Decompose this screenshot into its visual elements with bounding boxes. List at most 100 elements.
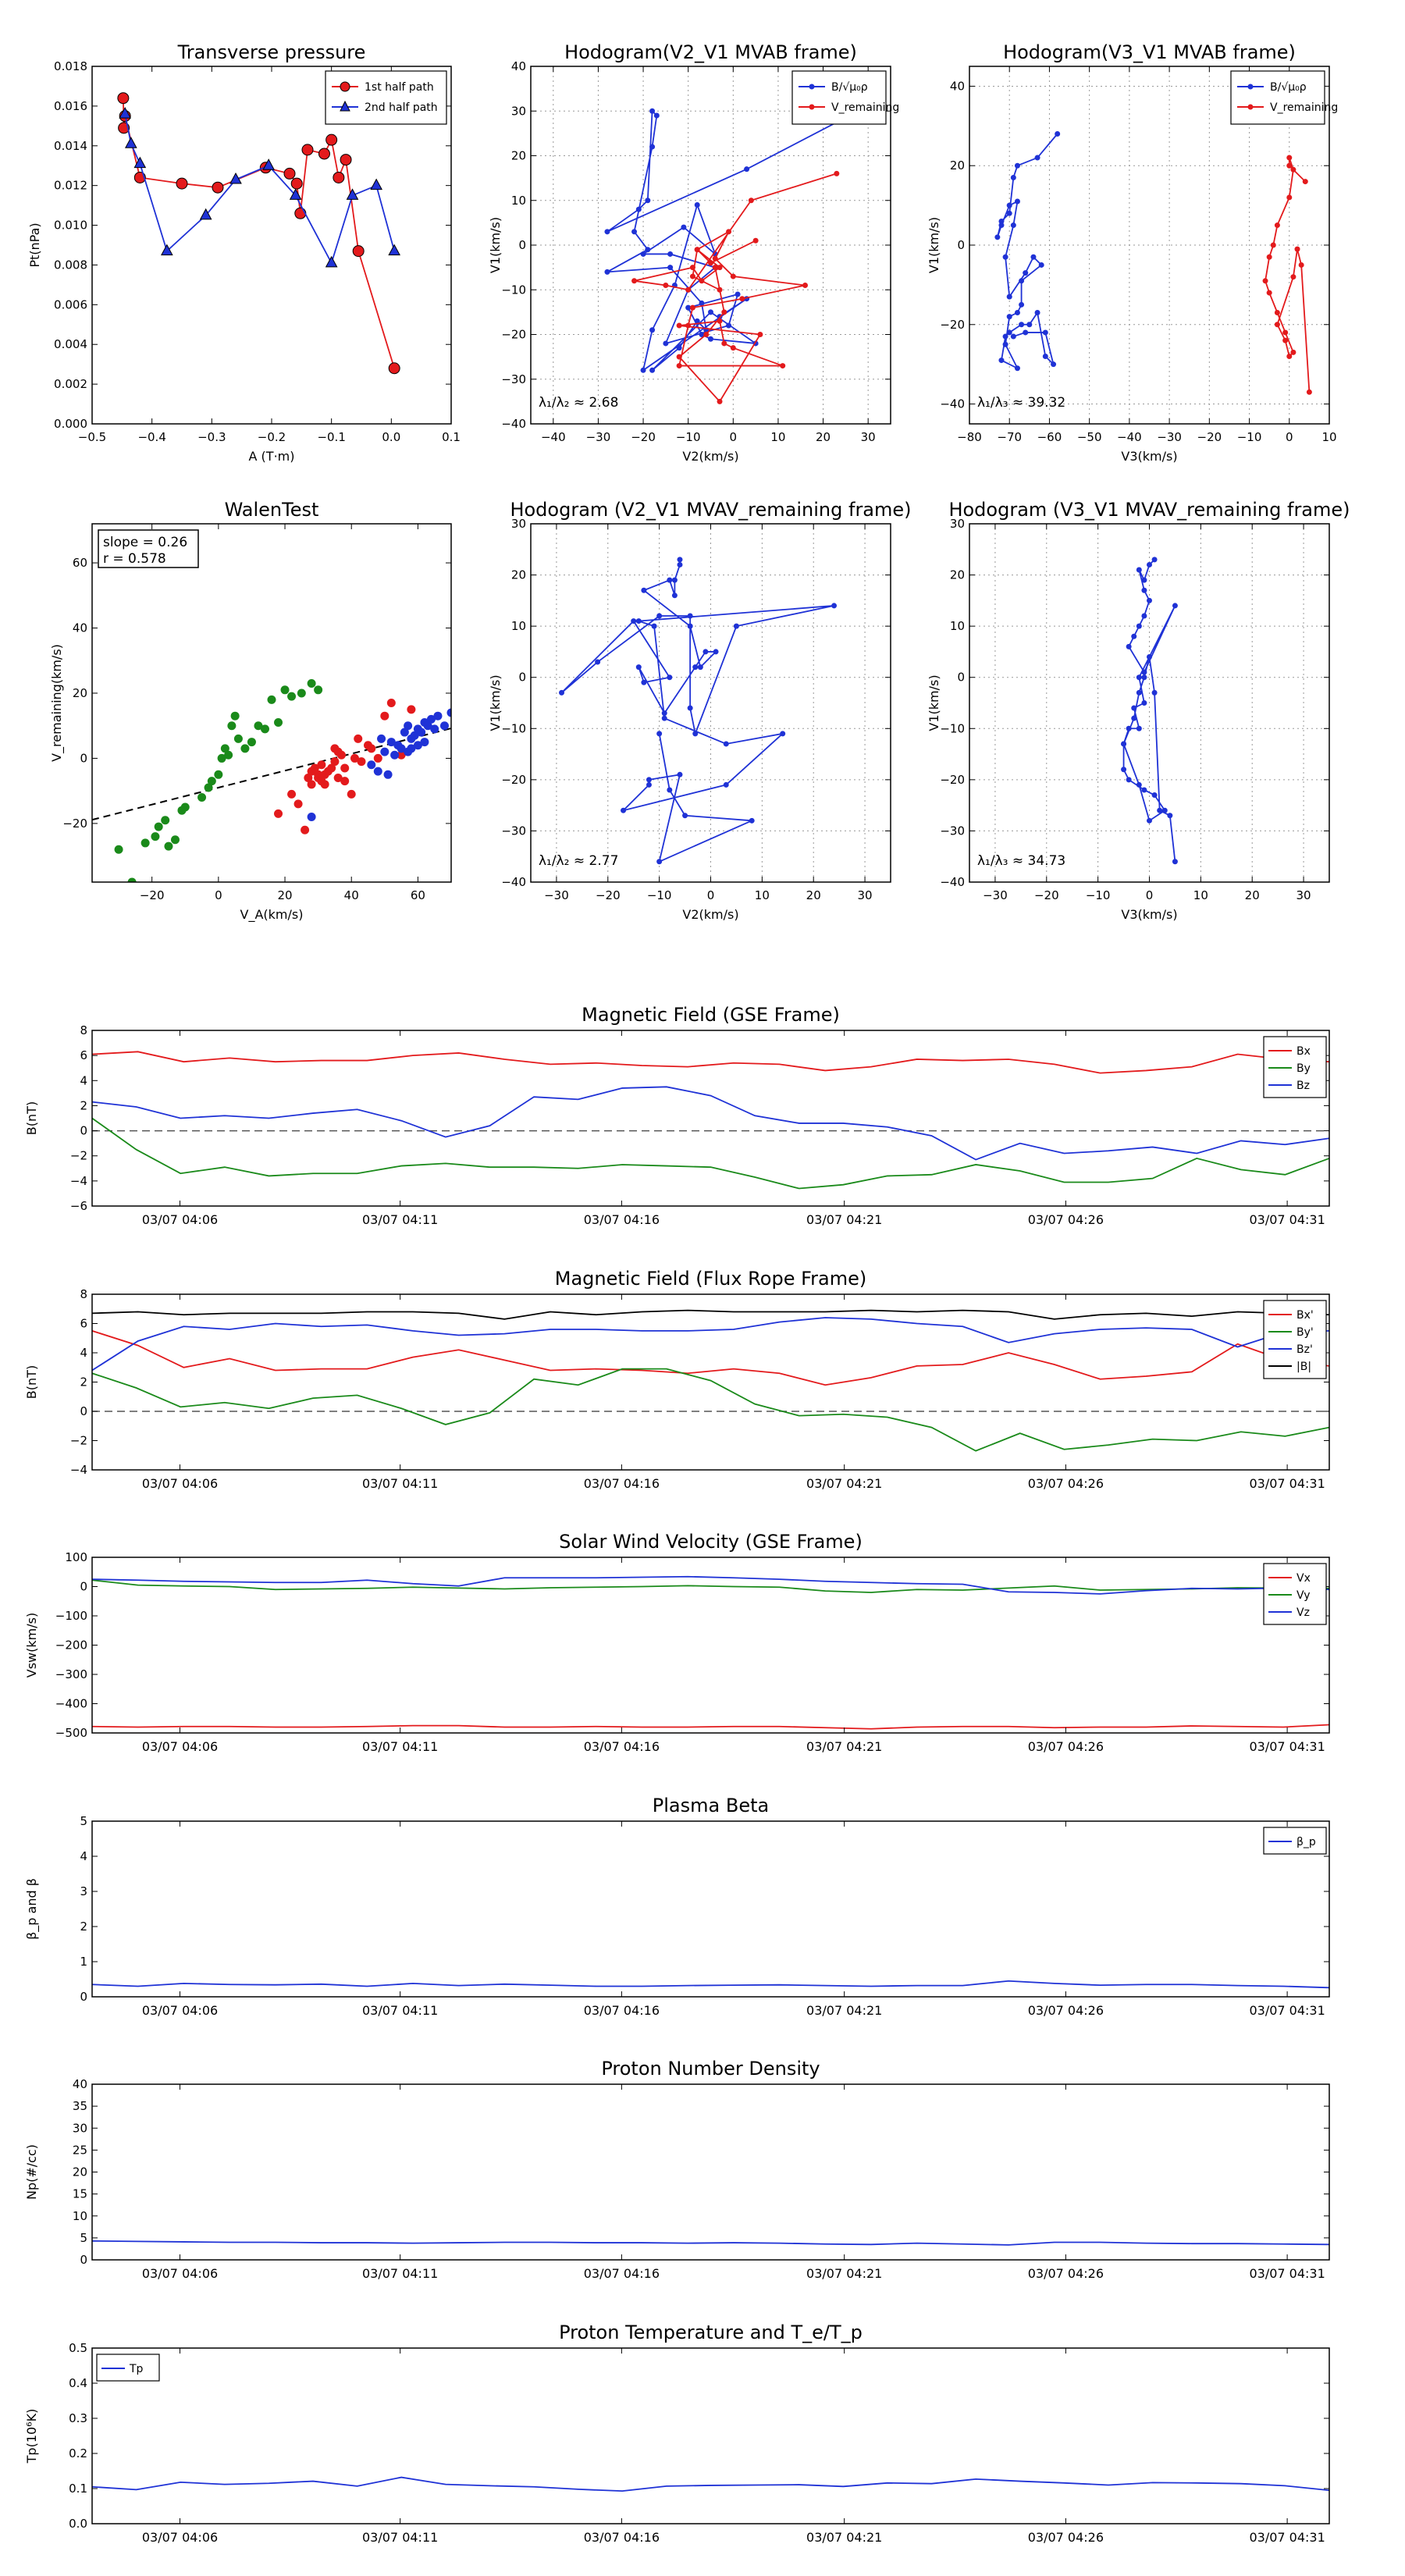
- data-point: [274, 809, 283, 818]
- data-point: [681, 224, 687, 230]
- data-point: [1286, 162, 1293, 169]
- chart-title: Solar Wind Velocity (GSE Frame): [559, 1531, 863, 1553]
- data-point: [170, 835, 180, 845]
- data-point: [1274, 322, 1280, 328]
- series-v-remaining: [1262, 155, 1312, 395]
- data-point: [676, 322, 682, 329]
- y-tick-label: 40: [511, 59, 526, 73]
- data-point: [663, 283, 669, 289]
- y-tick-label: −20: [62, 817, 87, 831]
- data-point: [677, 771, 683, 777]
- x-tick-label: 0: [707, 888, 715, 902]
- data-point: [699, 332, 705, 337]
- y-tick-label: 0.0: [69, 2517, 87, 2531]
- data-point: [354, 734, 363, 743]
- x-tick-label: 10: [770, 430, 785, 444]
- data-point: [649, 144, 656, 150]
- y-tick-label: 4: [80, 1849, 87, 1863]
- x-tick-label: 0: [1286, 430, 1293, 444]
- data-point: [677, 561, 683, 568]
- y-tick-label: 10: [73, 2209, 87, 2223]
- data-point: [730, 345, 736, 351]
- y-tick-label: 10: [511, 194, 526, 208]
- y-tick-label: 0.000: [54, 417, 87, 431]
- x-tick-label: 03/07 04:31: [1249, 2266, 1325, 2281]
- data-point: [998, 222, 1005, 229]
- y-tick-label: 0.016: [54, 99, 87, 113]
- y-tick-label: 0.004: [54, 337, 87, 351]
- x-tick-label: 03/07 04:21: [806, 2266, 882, 2281]
- data-point: [1298, 262, 1304, 268]
- data-point: [301, 825, 310, 834]
- y-tick-label: −40: [501, 417, 526, 431]
- data-point: [347, 789, 356, 799]
- legend: B/√μ₀ρ V_remaining: [791, 70, 899, 125]
- x-tick-label: 03/07 04:31: [1249, 1212, 1325, 1227]
- data-point: [1014, 310, 1020, 316]
- y-tick-label: −20: [940, 318, 965, 332]
- data-point: [367, 760, 376, 770]
- data-point: [1147, 817, 1152, 824]
- data-point: [671, 592, 678, 599]
- legend-label: B/√μ₀ρ: [831, 81, 868, 94]
- data-point: [404, 721, 413, 731]
- x-tick-label: 03/07 04:11: [362, 1476, 438, 1491]
- data-point: [224, 750, 233, 760]
- y-tick-label: −4: [70, 1463, 87, 1477]
- x-tick-label: −0.5: [78, 430, 106, 444]
- series-line-b: [92, 1309, 1329, 1320]
- y-axis-label: Vsw(km/s): [24, 1613, 39, 1678]
- legend-box: [325, 70, 447, 125]
- y-tick-label: 0.2: [69, 2446, 87, 2460]
- series-0: [114, 678, 323, 882]
- y-axis-label: V1(km/s): [927, 217, 941, 273]
- x-tick-label: 03/07 04:11: [362, 2266, 438, 2281]
- x-tick-label: 03/07 04:16: [584, 2530, 660, 2545]
- legend-label: Bx': [1297, 1309, 1314, 1322]
- data-point: [267, 695, 276, 704]
- series-line: [1264, 157, 1311, 393]
- data-point: [301, 144, 314, 156]
- data-point: [340, 763, 350, 773]
- x-tick-label: 03/07 04:16: [584, 1212, 660, 1227]
- y-tick-label: −4: [70, 1174, 87, 1188]
- data-point: [327, 763, 336, 773]
- data-point: [631, 278, 638, 284]
- data-point: [1147, 653, 1152, 660]
- data-point: [380, 747, 389, 756]
- legend-marker: [809, 84, 815, 90]
- data-point: [1002, 341, 1008, 347]
- data-point: [685, 322, 692, 329]
- annotation-text: λ₁/λ₂ ≈ 2.77: [539, 853, 618, 869]
- data-point: [151, 832, 160, 841]
- data-point: [676, 345, 682, 351]
- data-point: [217, 753, 226, 763]
- data-point: [717, 398, 723, 404]
- data-point: [293, 799, 303, 809]
- data-point: [687, 623, 693, 629]
- x-tick-label: 03/07 04:11: [362, 2530, 438, 2545]
- data-point: [383, 770, 393, 779]
- data-point: [667, 787, 673, 793]
- y-tick-label: 10: [511, 619, 526, 633]
- plot-frame: [91, 1293, 1330, 1471]
- x-tick-label: −70: [997, 430, 1022, 444]
- data-point: [559, 689, 565, 696]
- x-tick-label: −20: [1197, 430, 1222, 444]
- data-point: [357, 757, 366, 767]
- y-axis-label: Np(#/cc): [24, 2144, 39, 2200]
- data-point: [230, 711, 240, 720]
- y-tick-label: 0.4: [69, 2376, 87, 2390]
- data-point: [998, 218, 1005, 224]
- data-point: [247, 738, 256, 747]
- data-point: [635, 618, 642, 624]
- x-axis-label: V3(km/s): [1121, 907, 1177, 922]
- chart-title: Hodogram(V2_V1 MVAB frame): [564, 41, 857, 63]
- legend-label: Bx: [1297, 1045, 1311, 1058]
- x-tick-label: −0.2: [258, 430, 286, 444]
- data-point: [994, 234, 1001, 240]
- series-b-: [994, 131, 1061, 372]
- y-tick-label: −30: [501, 824, 526, 838]
- x-tick-label: 60: [411, 888, 425, 902]
- data-point: [287, 789, 297, 799]
